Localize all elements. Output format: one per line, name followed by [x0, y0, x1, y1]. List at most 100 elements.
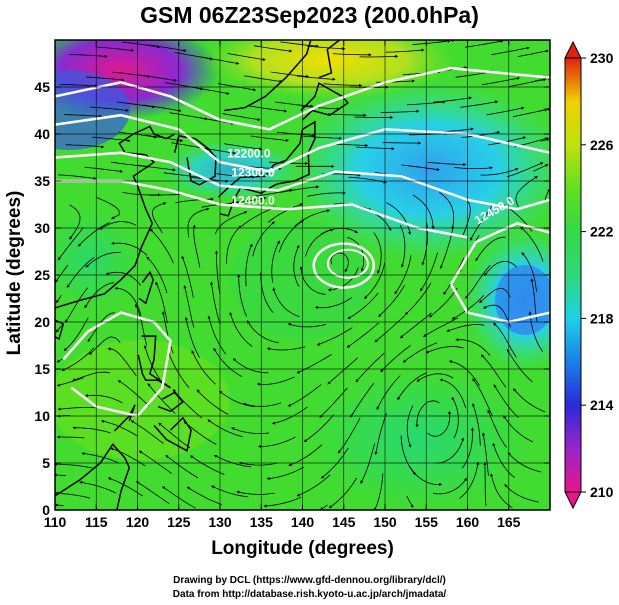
streamline	[224, 143, 263, 151]
streamline	[539, 108, 549, 112]
y-tick-label: 45	[34, 79, 50, 95]
streamline	[271, 240, 280, 283]
coastline	[55, 125, 175, 309]
streamline	[65, 144, 105, 149]
coastline	[318, 40, 341, 79]
streamline	[232, 358, 269, 374]
streamline	[515, 175, 538, 208]
streamline	[85, 76, 125, 82]
streamline	[540, 138, 550, 142]
streamline	[307, 191, 346, 197]
x-tick-label: 110	[44, 514, 67, 530]
streamline	[454, 166, 493, 170]
streamline	[92, 136, 131, 143]
streamline	[491, 46, 530, 56]
streamline	[107, 347, 137, 376]
streamline	[229, 311, 253, 347]
streamline	[337, 417, 361, 454]
streamline	[319, 504, 328, 510]
y-tick-label: 10	[34, 408, 50, 424]
coastline	[113, 404, 136, 432]
streamline	[77, 222, 110, 247]
streamline	[521, 252, 537, 292]
streamline	[446, 323, 485, 332]
streamline	[88, 336, 121, 355]
contour-line	[55, 179, 468, 239]
streamline	[69, 54, 108, 58]
streamline	[148, 192, 188, 197]
streamline	[483, 462, 487, 506]
streamline	[314, 297, 353, 310]
streamline	[316, 327, 353, 346]
streamline	[306, 45, 346, 51]
coastlines	[55, 40, 350, 510]
streamline	[149, 228, 174, 264]
streamline	[275, 101, 314, 108]
streamline	[397, 372, 427, 401]
streamline	[508, 78, 547, 88]
streamline	[481, 76, 521, 86]
streamline	[79, 480, 117, 494]
contour-line	[62, 311, 172, 418]
streamline	[480, 354, 507, 388]
streamline	[427, 410, 452, 437]
streamline	[95, 196, 120, 220]
streamline	[270, 71, 310, 79]
colorbar: 210 214 218 222 226 230	[564, 40, 614, 510]
streamline	[236, 490, 275, 495]
streamline	[272, 287, 300, 318]
streamline	[114, 286, 142, 316]
streamline	[155, 281, 168, 324]
streamline	[165, 455, 199, 479]
streamline	[84, 282, 115, 309]
streamline	[263, 496, 302, 508]
streamline	[158, 422, 191, 449]
map-title: GSM 06Z23Sep2023 (200.0hPa)	[140, 2, 479, 28]
streamline	[258, 436, 296, 449]
y-tick-label: 0	[42, 502, 50, 518]
streamline	[245, 243, 253, 287]
streamline	[487, 409, 508, 448]
contour-closed	[326, 248, 369, 279]
streamline	[287, 384, 322, 407]
streamline	[84, 166, 124, 173]
streamline	[385, 48, 425, 53]
streamline	[359, 54, 399, 58]
streamline	[256, 376, 295, 386]
streamline	[100, 419, 138, 437]
streamline	[267, 203, 303, 223]
streamline	[303, 135, 342, 140]
streamline	[196, 389, 229, 415]
streamline	[287, 322, 326, 328]
streamline	[493, 322, 517, 358]
streamline	[225, 225, 242, 265]
streamline	[55, 462, 93, 469]
streamline	[278, 220, 305, 253]
streamline	[293, 244, 300, 287]
streamline	[135, 303, 148, 346]
streamline	[210, 281, 221, 325]
streamline	[110, 447, 146, 467]
streamline	[461, 197, 471, 239]
streamline	[63, 114, 103, 118]
streamline	[69, 204, 81, 240]
streamline	[376, 375, 401, 410]
streamline	[186, 486, 223, 505]
x-tick-label: 130	[208, 514, 232, 530]
streamline	[404, 282, 432, 316]
streamline	[280, 41, 319, 48]
streamline	[183, 421, 217, 445]
y-tick-label: 25	[34, 267, 50, 283]
streamline	[506, 162, 544, 178]
streamline	[471, 402, 481, 446]
temperature-field	[55, 40, 550, 510]
streamline	[117, 380, 150, 407]
streamline	[121, 41, 161, 49]
streamline	[459, 100, 499, 108]
streamline	[237, 273, 248, 317]
data-credit: Data from http://database.rish.kyoto-u.a…	[172, 589, 447, 600]
streamline	[137, 164, 176, 172]
streamline	[296, 474, 331, 497]
x-tick-label: 165	[497, 514, 521, 530]
x-tick-label: 140	[291, 514, 315, 530]
